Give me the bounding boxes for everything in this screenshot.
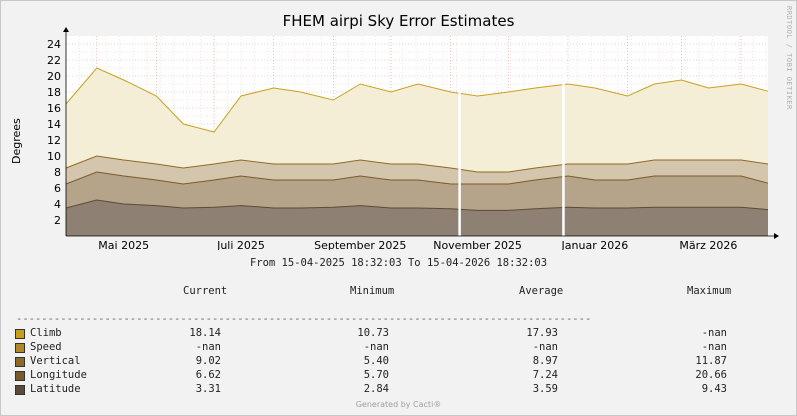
legend-divider: ----------------------------------------… bbox=[16, 313, 592, 325]
legend-swatch-speed bbox=[15, 343, 25, 353]
rrdtool-watermark: RRDTOOL / TOBI OETIKER bbox=[785, 6, 793, 110]
legend-minimum: 2.84 bbox=[363, 383, 389, 395]
y-axis-arrow bbox=[63, 27, 69, 32]
legend-minimum: 5.40 bbox=[363, 355, 389, 367]
legend-name: Vertical bbox=[30, 355, 81, 367]
legend-average: 8.97 bbox=[532, 355, 558, 367]
y-tick-label: 14 bbox=[47, 118, 61, 131]
legend-minimum: 5.70 bbox=[363, 369, 389, 381]
y-tick-label: 8 bbox=[54, 166, 61, 179]
legend-maximum: -nan bbox=[701, 341, 727, 353]
line-latitude bbox=[65, 199, 769, 211]
y-tick-label: 16 bbox=[47, 102, 61, 115]
x-tick-label: Juli 2025 bbox=[216, 239, 265, 250]
line-vertical bbox=[65, 155, 769, 173]
time-range: From 15-04-2025 18:32:03 To 15-04-2026 1… bbox=[249, 257, 548, 269]
header-average: Average bbox=[519, 285, 564, 297]
y-tick-label: 12 bbox=[47, 134, 61, 147]
chart-title: FHEM airpi Sky Error Estimates bbox=[282, 12, 515, 30]
legend-swatch-vertical bbox=[15, 357, 25, 367]
x-tick-label: Januar 2026 bbox=[561, 239, 629, 250]
header-current: Current bbox=[183, 285, 228, 297]
y-tick-label: 18 bbox=[47, 86, 61, 99]
header-maximum: Maximum bbox=[687, 285, 732, 297]
y-tick-label: 22 bbox=[47, 54, 61, 67]
data-gap bbox=[458, 36, 461, 236]
header-minimum: Minimum bbox=[350, 285, 395, 297]
legend-current: 18.14 bbox=[189, 327, 221, 339]
y-tick-label: 6 bbox=[54, 182, 61, 195]
legend-maximum: 9.43 bbox=[701, 383, 727, 395]
legend-average: -nan bbox=[532, 341, 558, 353]
area-latitude bbox=[66, 200, 768, 236]
legend-minimum: -nan bbox=[363, 341, 389, 353]
legend-current: -nan bbox=[195, 341, 221, 353]
line-longitude bbox=[65, 171, 769, 185]
y-tick-label: 4 bbox=[54, 198, 61, 211]
x-tick-label: März 2026 bbox=[679, 239, 737, 250]
legend-swatch-longitude bbox=[15, 371, 25, 381]
legend-current: 6.62 bbox=[195, 369, 221, 381]
legend-average: 7.24 bbox=[532, 369, 558, 381]
y-tick-label: 20 bbox=[47, 70, 61, 83]
legend-name: Speed bbox=[30, 341, 62, 353]
x-tick-label: September 2025 bbox=[314, 239, 406, 250]
y-tick-label: 10 bbox=[47, 150, 61, 163]
legend-current: 3.31 bbox=[195, 383, 221, 395]
legend-current: 9.02 bbox=[195, 355, 221, 367]
legend-average: 17.93 bbox=[526, 327, 558, 339]
y-tick-label: 2 bbox=[54, 214, 61, 227]
footer-credit: Generated by Cacti® bbox=[355, 400, 442, 409]
legend-maximum: 11.87 bbox=[695, 355, 727, 367]
legend-average: 3.59 bbox=[532, 383, 558, 395]
x-tick-label: Mai 2025 bbox=[98, 239, 149, 250]
x-axis-arrow bbox=[774, 233, 779, 239]
data-gap bbox=[562, 36, 565, 236]
y-tick-label: 24 bbox=[47, 38, 61, 51]
x-tick-label: November 2025 bbox=[433, 239, 522, 250]
legend-minimum: 10.73 bbox=[357, 327, 389, 339]
legend-swatch-climb bbox=[15, 329, 25, 339]
legend-maximum: -nan bbox=[701, 327, 727, 339]
legend-swatch-latitude bbox=[15, 385, 25, 395]
legend-name: Climb bbox=[30, 327, 62, 339]
legend-name: Longitude bbox=[30, 369, 87, 381]
line-climb bbox=[65, 67, 769, 133]
legend-maximum: 20.66 bbox=[695, 369, 727, 381]
legend-name: Latitude bbox=[30, 383, 81, 395]
